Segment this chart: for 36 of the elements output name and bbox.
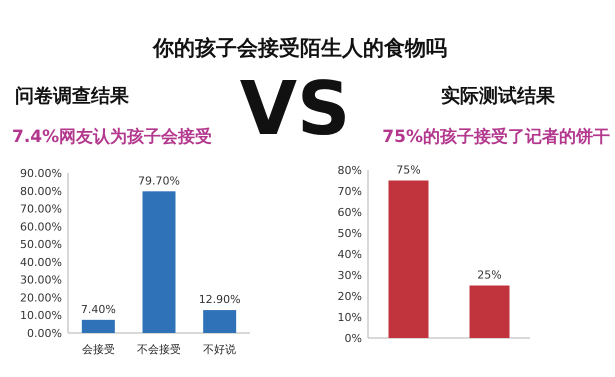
- x-tick-label: 不会接受: [137, 343, 181, 356]
- data-label: 7.40%: [80, 302, 116, 316]
- y-tick-label: 20%: [338, 290, 362, 303]
- text: VS: [240, 66, 350, 152]
- y-tick-label: 20.00%: [20, 291, 62, 304]
- bar: [203, 310, 236, 333]
- y-tick-label: 0%: [344, 332, 362, 345]
- text: 你的孩子会接受陌生人的食物吗: [152, 36, 447, 60]
- y-tick-label: 40%: [338, 248, 362, 261]
- bar: [82, 320, 115, 333]
- y-tick-label: 70%: [338, 185, 362, 198]
- y-tick-label: 30%: [338, 269, 362, 282]
- data-label: 79.70%: [138, 174, 180, 188]
- data-label: 12.90%: [198, 293, 241, 306]
- chart-title: 问卷调查结果: [15, 85, 130, 107]
- y-tick-label: 40.00%: [20, 256, 62, 269]
- bar: [142, 191, 176, 333]
- y-tick-label: 60.00%: [20, 220, 62, 234]
- y-tick-label: 80.00%: [20, 184, 62, 198]
- y-tick-label: 50.00%: [20, 238, 62, 252]
- x-tick-label: 会接受: [82, 343, 115, 356]
- y-tick-label: 70.00%: [20, 202, 62, 216]
- data-label: 25%: [477, 268, 502, 282]
- data-label: 75%: [396, 164, 421, 176]
- y-tick-label: 30.00%: [20, 274, 62, 287]
- y-tick-label: 10.00%: [20, 309, 62, 322]
- y-tick-label: 0.00%: [27, 327, 62, 340]
- y-tick-label: 50%: [338, 227, 362, 240]
- y-tick-label: 10%: [338, 311, 362, 324]
- chart-subtitle: 7.4%网友认为孩子会接受: [12, 127, 212, 147]
- y-tick-label: 80%: [338, 164, 362, 177]
- y-tick-label: 60%: [338, 206, 362, 219]
- chart-subtitle: 75%的孩子接受了记者的饼干: [382, 127, 610, 147]
- chart-title: 实际测试结果: [441, 85, 556, 107]
- x-tick-label: 不好说: [203, 343, 236, 356]
- y-tick-label: 90.00%: [20, 167, 62, 180]
